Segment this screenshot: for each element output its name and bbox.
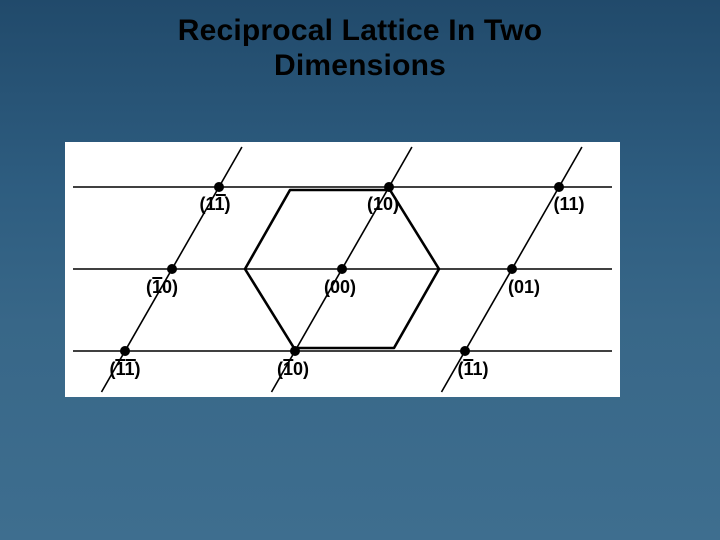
lattice-point (214, 182, 224, 192)
lattice-point-label: (11) (553, 194, 584, 214)
lattice-point-label: (10) (146, 277, 178, 297)
lattice-point-label-text: (10) (146, 277, 178, 297)
lattice-point-label: (11) (109, 359, 140, 379)
lattice-point (167, 264, 177, 274)
lattice-figure: (00) (10) (10) (01) (10) (11) (11) (11) (11) (65, 142, 620, 397)
lattice-point-label-text: (11) (553, 194, 584, 214)
lattice-point-label: (10) (367, 194, 399, 214)
lattice-point (460, 346, 470, 356)
slide-root: Reciprocal Lattice In TwoDimensions (00)… (0, 0, 720, 540)
lattice-point-label: (01) (508, 277, 540, 297)
lattice-point-label-text: (10) (367, 194, 399, 214)
lattice-point-label: (00) (324, 277, 356, 297)
lattice-point-label-text: (11) (109, 359, 140, 379)
lattice-point (384, 182, 394, 192)
slide-title: Reciprocal Lattice In TwoDimensions (0, 14, 720, 83)
lattice-point-label-text: (00) (324, 277, 356, 297)
lattice-point-label-text: (01) (508, 277, 540, 297)
lattice-point-label: (11) (199, 194, 230, 214)
lattice-point (290, 346, 300, 356)
lattice-point (554, 182, 564, 192)
lattice-svg: (00) (10) (10) (01) (10) (11) (11) (11) (11) (65, 142, 620, 397)
lattice-point-label-text: (10) (277, 359, 309, 379)
lattice-point-label: (11) (457, 359, 488, 379)
lattice-point (120, 346, 130, 356)
lattice-point-label-text: (11) (199, 194, 230, 214)
lattice-point-label: (10) (277, 359, 309, 379)
title-line-1: Reciprocal Lattice In TwoDimensions (178, 14, 543, 82)
lattice-point (337, 264, 347, 274)
lattice-point (507, 264, 517, 274)
lattice-point-label-text: (11) (457, 359, 488, 379)
